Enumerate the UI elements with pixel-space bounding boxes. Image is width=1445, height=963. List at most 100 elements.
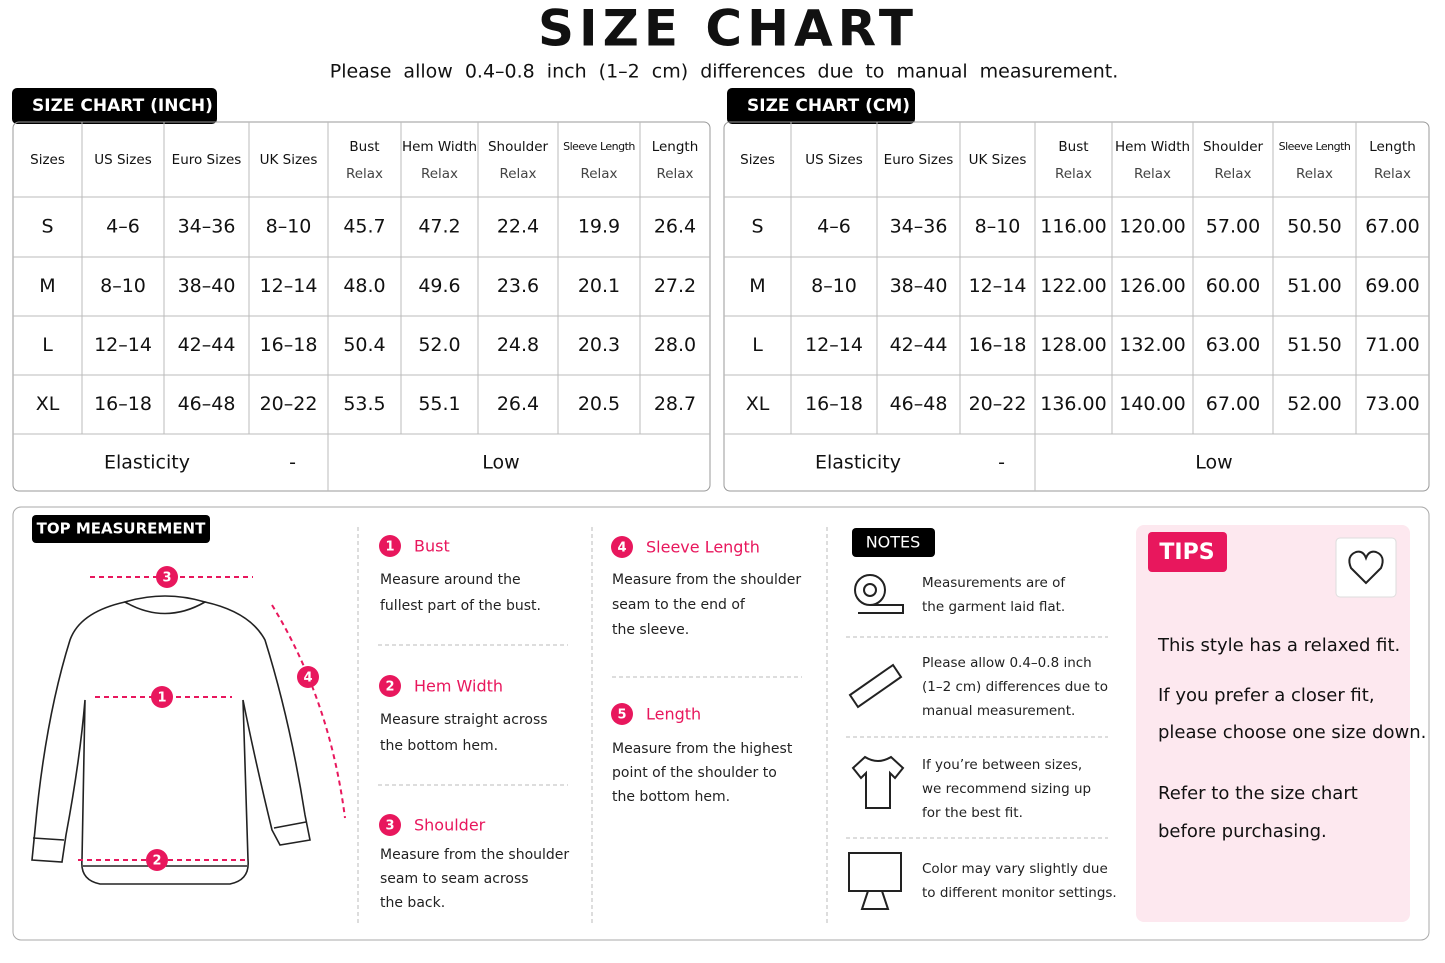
tip-text: please choose one size down. <box>1158 722 1426 743</box>
item-text: Measure around the <box>380 572 521 588</box>
item-number: 4 <box>617 541 626 556</box>
table-cell: 67.00 <box>1206 393 1260 415</box>
marker-number: 2 <box>152 854 161 869</box>
table-cell: XL <box>746 393 770 415</box>
table-cell: 16–18 <box>969 334 1027 356</box>
table-cell: 8–10 <box>975 216 1021 238</box>
table-cell: 57.00 <box>1206 216 1260 238</box>
table-frame <box>723 121 1430 492</box>
note-text: If you’re between sizes, <box>922 757 1082 773</box>
table-cell: 20.3 <box>578 334 620 356</box>
table-cell: 38–40 <box>178 275 236 297</box>
table-cell: 8–10 <box>100 275 146 297</box>
elasticity-cell: Elasticity <box>104 452 190 474</box>
table-cell: 28.0 <box>654 334 696 356</box>
table-cell: 20.1 <box>578 275 620 297</box>
table-cell: 47.2 <box>418 216 460 238</box>
item-text: Measure from the highest <box>612 741 793 757</box>
diagram-marker <box>146 849 168 871</box>
table-cell: 23.6 <box>497 275 539 297</box>
table-cell: 73.00 <box>1365 393 1419 415</box>
item-text: fullest part of the bust. <box>380 598 541 614</box>
favorite-button[interactable] <box>1335 537 1397 598</box>
elasticity-cell: Elasticity <box>815 452 901 474</box>
elasticity-cell: - <box>998 452 1005 474</box>
elasticity-cell: Low <box>1195 452 1232 474</box>
tip-text: This style has a relaxed fit. <box>1157 635 1400 656</box>
diagram-marker <box>156 566 178 588</box>
item-badge <box>379 675 401 697</box>
heart-icon <box>1348 550 1384 585</box>
item-number: 3 <box>385 819 394 834</box>
table-cell: 24.8 <box>497 334 539 356</box>
header-cell: Relax <box>1374 166 1411 182</box>
header-cell: Relax <box>656 166 693 182</box>
table-cell: 116.00 <box>1040 216 1106 238</box>
table-cell: S <box>41 216 53 238</box>
table-cell: 12–14 <box>805 334 863 356</box>
tips-label: TIPS <box>1159 540 1214 565</box>
table-label: SIZE CHART (CM) <box>747 96 910 116</box>
marker-number: 1 <box>157 691 166 706</box>
table-cell: 46–48 <box>178 393 236 415</box>
table-cell: 20–22 <box>969 393 1027 415</box>
diagram-marker <box>151 686 173 708</box>
table-cell: 52.0 <box>418 334 460 356</box>
tips-tab <box>1148 532 1227 572</box>
tip-text: before purchasing. <box>1158 821 1327 842</box>
item-title: Bust <box>414 537 450 556</box>
header-cell: Bust <box>349 139 379 155</box>
item-badge <box>379 814 401 836</box>
item-text: the back. <box>380 895 445 911</box>
note-text: manual measurement. <box>922 703 1075 719</box>
table-cell: 12–14 <box>969 275 1027 297</box>
header-cell: Euro Sizes <box>172 152 242 168</box>
measurement-tab <box>32 515 210 543</box>
table-cell: 22.4 <box>497 216 539 238</box>
table-cell: 49.6 <box>418 275 460 297</box>
table-cell: 120.00 <box>1119 216 1185 238</box>
table-cell: 69.00 <box>1365 275 1419 297</box>
note-icons <box>848 574 905 910</box>
table-cell: XL <box>36 393 60 415</box>
table-cell: 8–10 <box>811 275 857 297</box>
measurement-panel <box>12 506 1430 941</box>
table-cell: 50.4 <box>343 334 385 356</box>
item-text: Measure from the shoulder <box>380 847 569 863</box>
table-cell: 50.50 <box>1287 216 1341 238</box>
note-text: we recommend sizing up <box>922 781 1091 797</box>
table-label: SIZE CHART (INCH) <box>32 96 213 116</box>
item-text: the bottom hem. <box>380 738 498 754</box>
dividers <box>357 527 1108 925</box>
elasticity-cell: - <box>289 452 296 474</box>
item-badge <box>379 535 401 557</box>
table-cell: 4–6 <box>106 216 140 238</box>
header-cell: Relax <box>421 166 458 182</box>
item-text: Measure straight across <box>380 712 548 728</box>
table-cell: 67.00 <box>1365 216 1419 238</box>
header-cell: Relax <box>346 166 383 182</box>
header-cell: Relax <box>1055 166 1092 182</box>
header-cell: Relax <box>1296 166 1333 182</box>
note-text: Color may vary slightly due <box>922 861 1108 877</box>
header-cell: UK Sizes <box>969 152 1027 168</box>
header-cell: Sizes <box>30 152 65 168</box>
table-cell: 55.1 <box>418 393 460 415</box>
page-title: SIZE CHART <box>538 0 918 58</box>
note-text: (1–2 cm) differences due to <box>922 679 1108 695</box>
table-cell: 122.00 <box>1040 275 1106 297</box>
table-cell: 34–36 <box>178 216 236 238</box>
table-cell: 34–36 <box>890 216 948 238</box>
table-cell: 53.5 <box>343 393 385 415</box>
note-text: to different monitor settings. <box>922 885 1117 901</box>
item-text: the sleeve. <box>612 622 689 638</box>
item-text: seam to seam across <box>380 871 529 887</box>
header-cell: Length <box>652 139 699 155</box>
elasticity-cell: Low <box>482 452 519 474</box>
item-text: point of the shoulder to <box>612 765 777 781</box>
item-number: 1 <box>385 540 394 555</box>
tip-text: Refer to the size chart <box>1158 783 1358 804</box>
table-cell: 26.4 <box>497 393 539 415</box>
table-tab <box>727 88 915 124</box>
item-badge <box>611 536 633 558</box>
